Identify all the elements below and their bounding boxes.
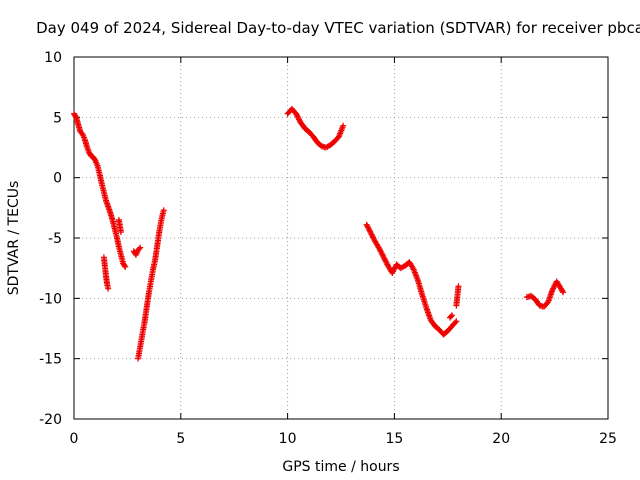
x-axis-label: GPS time / hours xyxy=(282,459,399,475)
y-tick-label: 10 xyxy=(44,50,62,66)
y-tick-label: 0 xyxy=(53,171,62,187)
axis-ticks: 0 5 10 15 20 25 10 5 0 -5 -10 -15 -20 xyxy=(39,50,617,447)
data-point-marker xyxy=(136,245,143,252)
y-tick-label: -15 xyxy=(39,352,62,368)
data-point-marker xyxy=(340,122,347,129)
data-point-marker xyxy=(160,207,167,214)
y-tick-label: -10 xyxy=(39,291,62,307)
plot-frame xyxy=(73,56,609,420)
x-tick-label: 20 xyxy=(492,431,510,447)
data-point-marker xyxy=(559,288,566,295)
x-tick-label: 5 xyxy=(176,431,185,447)
data-points xyxy=(71,105,567,362)
data-point-marker xyxy=(452,319,459,326)
chart-title: Day 049 of 2024, Sidereal Day-to-day VTE… xyxy=(36,19,640,37)
data-point-marker xyxy=(449,312,456,319)
data-point-marker xyxy=(117,228,124,235)
y-tick-label: -20 xyxy=(39,412,62,428)
data-point-marker xyxy=(137,244,144,251)
data-point-marker xyxy=(448,313,455,320)
data-point-marker xyxy=(560,289,567,296)
data-point-marker xyxy=(105,285,112,292)
y-tick-label: 5 xyxy=(53,110,62,126)
x-tick-label: 10 xyxy=(279,431,297,447)
data-point-marker xyxy=(122,263,129,270)
x-tick-label: 0 xyxy=(70,431,79,447)
data-point-marker xyxy=(121,262,128,269)
grid-lines xyxy=(74,57,608,419)
y-axis-label: SDTVAR / TECUs xyxy=(6,181,22,296)
x-tick-label: 25 xyxy=(599,431,617,447)
x-tick-label: 15 xyxy=(385,431,403,447)
data-point-marker xyxy=(453,318,460,325)
data-point-marker xyxy=(72,113,79,120)
data-point-marker xyxy=(455,283,462,290)
y-tick-label: -5 xyxy=(48,231,62,247)
